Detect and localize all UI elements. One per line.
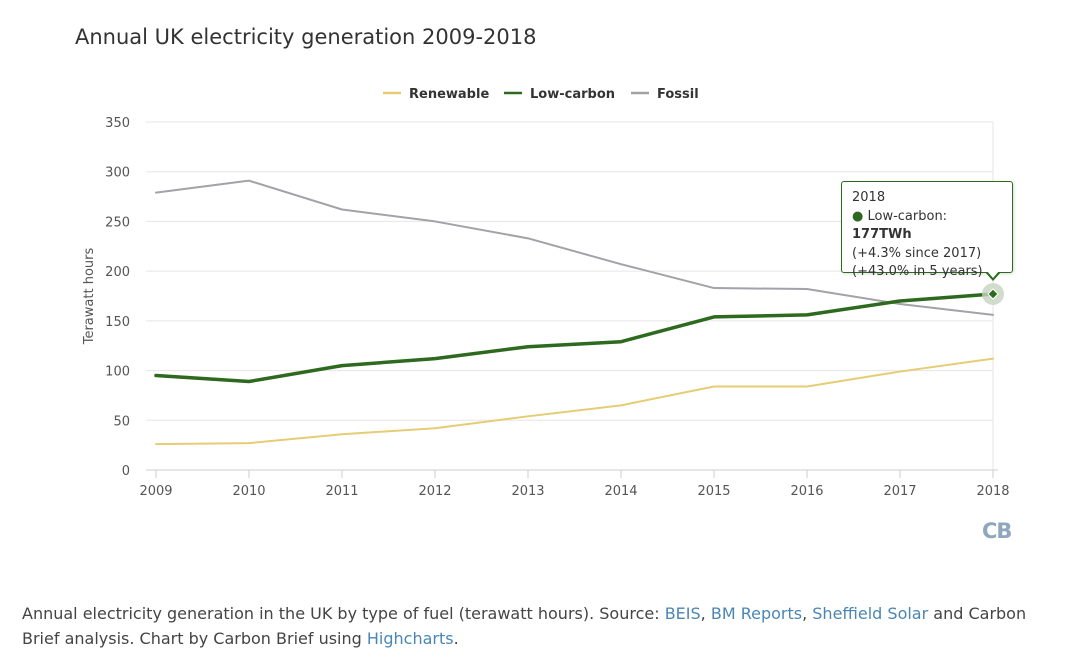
x-tick-label: 2011 [325,484,358,499]
tooltip-change-1yr: (+4.3% since 2017) [852,245,982,261]
x-tick-label: 2013 [511,484,544,499]
x-tick-label: 2017 [883,484,916,499]
caption-text: and Carbon Brief analysis. Chart by Carb… [22,604,1027,648]
y-tick-label: 250 [105,215,130,230]
carbon-brief-logo[interactable]: CB [982,519,1012,543]
tooltip-series-label: Low-carbon: [867,208,948,224]
y-tick-label: 200 [105,265,130,280]
x-tick-label: 2018 [976,484,1009,499]
tooltip-dot-icon: ● [852,208,864,224]
data-tooltip: 2018 ● Low-carbon: 177TWh (+4.3% since 2… [841,181,1013,279]
legend: Renewable Low-carbon Fossil [383,87,699,102]
legend-label: Low-carbon [530,87,615,102]
series-lines [154,179,995,446]
tooltip-value-line: ● Low-carbon: 177TWh [852,208,1002,245]
highlight-marker [982,283,1004,306]
x-tick-label: 2010 [232,484,265,499]
x-tick-label: 2015 [697,484,730,499]
chart-title: Annual UK electricity generation 2009-20… [75,25,537,49]
x-axis: 2009 2010 2011 2012 2013 2014 2015 2016 2017 2018 [139,469,1010,499]
legend-label: Fossil [657,87,699,102]
y-tick-label: 150 [105,315,130,330]
chart-caption: Annual electricity generation in the UK … [22,601,1062,651]
series-line-renewable[interactable] [155,357,994,446]
chart-area: Renewable Low-carbon Fossil 0 50 100 150 200 25… [82,87,1010,499]
y-axis: 0 50 100 150 200 250 300 350 [105,116,130,479]
y-tick-label: 50 [113,414,130,429]
tooltip-pointer-fill [987,271,999,278]
y-tick-label: 350 [105,116,130,131]
series-line-low-carbon[interactable] [154,292,995,384]
source-link-sheffield-solar[interactable]: Sheffield Solar [812,604,929,623]
highlight-point[interactable] [987,288,999,300]
x-tick-label: 2012 [418,484,451,499]
x-tick-label: 2009 [139,484,172,499]
legend-label: Renewable [409,87,489,102]
x-tick-label: 2014 [604,484,637,499]
caption-separator: , [700,604,711,623]
series-line-fossil[interactable] [155,179,994,316]
legend-item-low-carbon[interactable]: Low-carbon [504,87,615,102]
legend-item-renewable[interactable]: Renewable [383,87,489,102]
y-axis-title: Terawatt hours [82,248,97,346]
tooltip-change-5yr: (+43.0% in 5 years) [852,264,983,279]
highcharts-link[interactable]: Highcharts [366,629,454,648]
caption-text: Annual electricity generation in the UK … [22,604,665,623]
y-tick-label: 300 [105,166,130,181]
y-tick-label: 0 [122,464,130,479]
caption-text: . [453,629,459,648]
y-tick-label: 100 [105,365,130,380]
legend-item-fossil[interactable]: Fossil [631,87,699,102]
source-link-beis[interactable]: BEIS [664,604,701,623]
x-tick-label: 2016 [790,484,823,499]
source-link-bm-reports[interactable]: BM Reports [710,604,803,623]
tooltip-value: 177TWh [852,227,912,242]
tooltip-year: 2018 [852,190,886,205]
caption-separator: , [802,604,813,623]
gridlines [146,121,994,471]
